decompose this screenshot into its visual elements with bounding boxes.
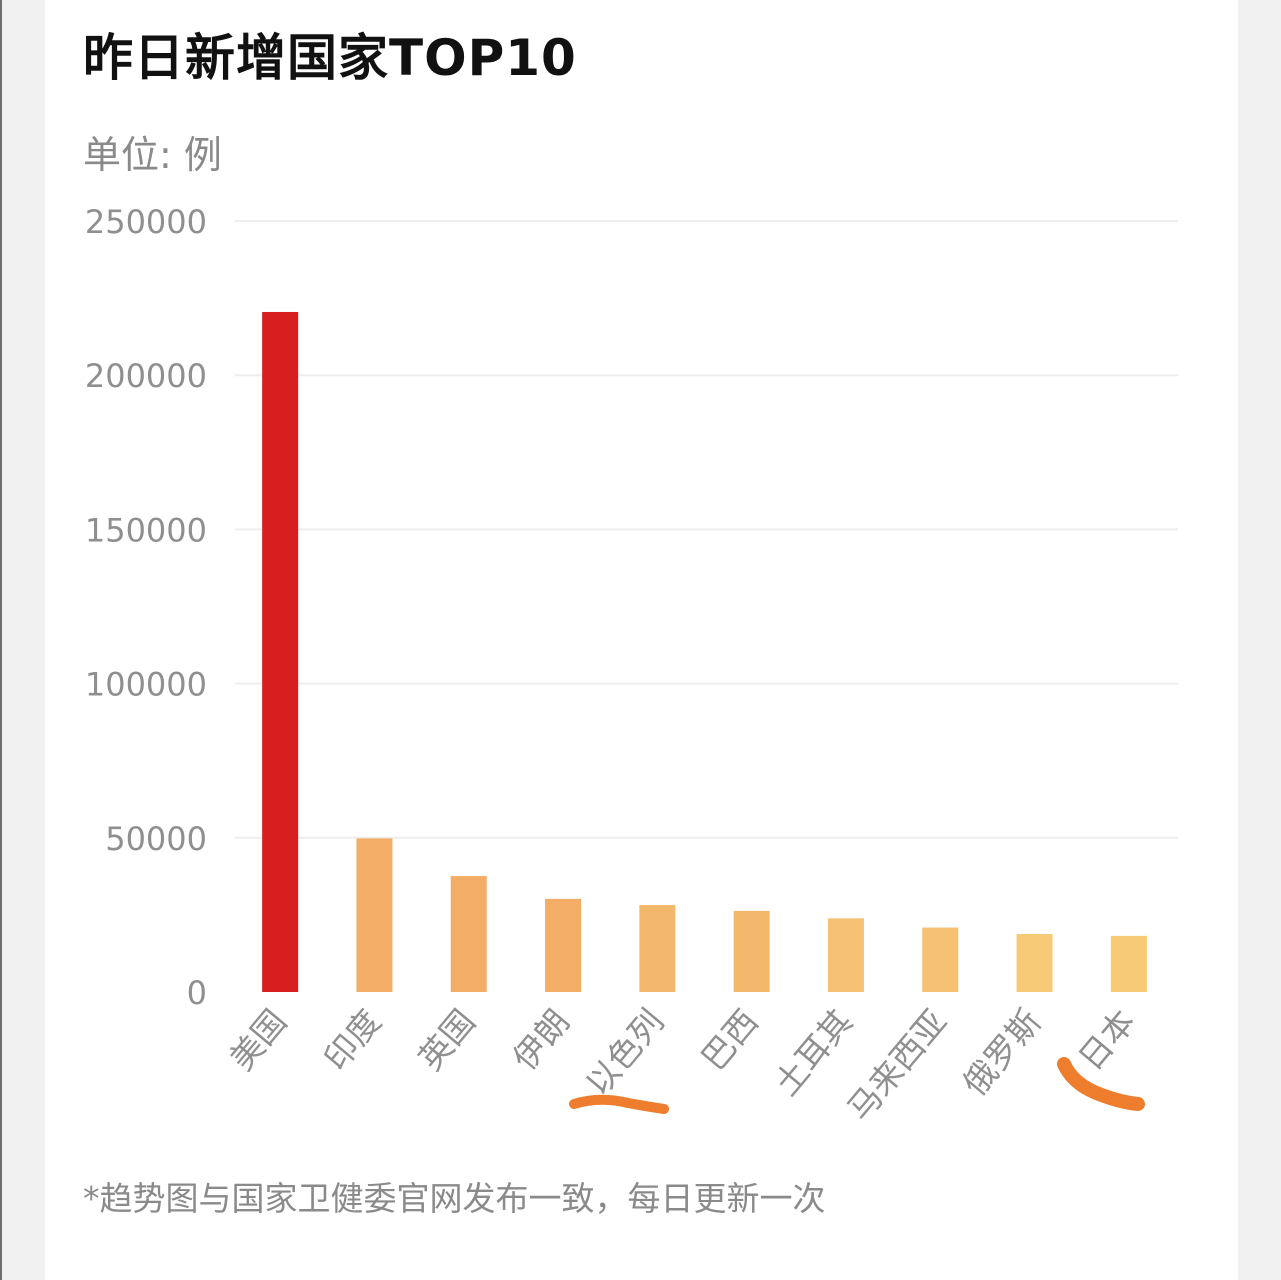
x-category-label: 伊朗 <box>505 1002 577 1078</box>
y-tick-label: 0 <box>187 974 207 1012</box>
x-category-label: 俄罗斯 <box>955 1002 1049 1103</box>
bar-8 <box>922 927 959 992</box>
window-edge <box>0 0 2 1280</box>
bar-3 <box>450 876 487 992</box>
y-tick-label: 200000 <box>85 357 207 395</box>
handwritten-underline-mark <box>1057 1057 1145 1111</box>
chart-title: 昨日新增国家TOP10 <box>83 29 577 87</box>
bar-4 <box>545 898 582 992</box>
x-category-label: 印度 <box>316 1002 388 1078</box>
x-category-label: 英国 <box>411 1002 483 1078</box>
y-tick-label: 100000 <box>85 666 207 704</box>
y-tick-label: 50000 <box>105 820 207 858</box>
bar-6 <box>733 910 770 992</box>
x-category-label: 巴西 <box>693 1002 765 1078</box>
bar-2 <box>356 838 393 992</box>
x-category-label: 以色列 <box>578 1002 672 1103</box>
x-category-label: 土耳其 <box>767 1002 861 1103</box>
x-category-label: 日本 <box>1071 1002 1143 1078</box>
x-category-label: 美国 <box>222 1002 294 1078</box>
handwritten-underline-mark <box>569 1094 669 1114</box>
bar-10 <box>1110 935 1147 992</box>
bar-chart: 0 50000 100000 150000 200000 250000 美国 印度 英国 伊朗 以色… <box>85 203 1178 1128</box>
y-tick-label: 150000 <box>85 511 207 549</box>
bar-9 <box>1016 934 1053 992</box>
unit-label: 单位: 例 <box>83 133 222 177</box>
footnote: *趋势图与国家卫健委官网发布一致，每日更新一次 <box>83 1179 826 1218</box>
x-category-label: 马来西亚 <box>840 1002 955 1128</box>
bar-5 <box>639 905 676 992</box>
chart-card <box>45 0 1238 1280</box>
y-tick-label: 250000 <box>85 203 207 241</box>
bar-1 <box>262 311 299 992</box>
bar-7 <box>827 918 864 992</box>
